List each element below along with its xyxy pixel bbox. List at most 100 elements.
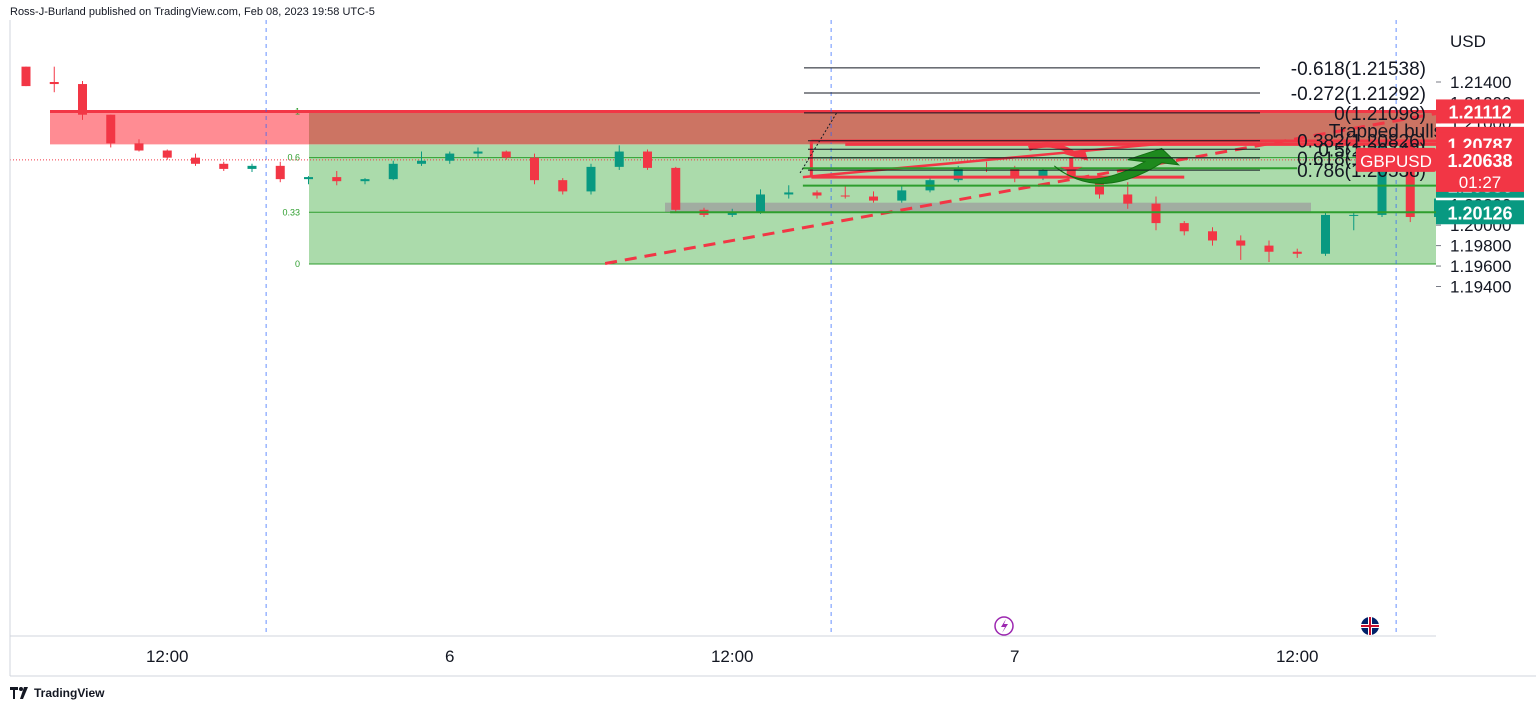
candle [756,189,765,214]
candle [1208,227,1217,246]
countdown-label: 01:27 [1459,173,1502,192]
candle-body [106,114,116,144]
candle-body [1208,231,1217,241]
candle [247,163,257,172]
candle [1292,248,1302,258]
candle-body [388,163,398,180]
lightning-glyph [1001,619,1008,633]
fib-ext-level-label: 0(1.21098) [1334,104,1426,125]
candle [275,161,285,183]
uk-flag-icon[interactable] [1361,617,1379,635]
candle-body [530,157,539,181]
candle [1236,235,1246,260]
candle-body [1405,141,1415,217]
candle-body [501,151,511,158]
candle [812,190,822,199]
down-arrow-head [1059,166,1083,172]
price-badge-label: 1.21112 [1448,102,1511,122]
tradingview-footer[interactable]: TradingView [10,686,104,700]
time-tick-label: 7 [1010,647,1019,666]
candle-body [671,167,681,210]
fib-zone-level-label: 0.33 [282,207,300,217]
candle-body [1123,194,1133,204]
candle [586,163,596,195]
candle [1151,196,1161,231]
rising-support-line [802,141,1171,179]
candle-body [417,160,426,164]
candle-body [1010,168,1020,177]
bearish-curve-arrowhead [1062,151,1089,161]
candle-body [812,192,822,196]
candle [643,149,652,170]
time-tick-label: 6 [445,647,454,666]
candle-body [1434,198,1436,217]
price-badge [1436,200,1524,225]
last-price-label: 1.20638 [1447,151,1512,171]
candle-body [1066,169,1076,177]
candle [78,80,87,120]
supply-zone-left [50,111,309,145]
fib-ext-level-label: -0.272(1.21292) [1291,84,1426,105]
candle-body [78,84,87,115]
candle-body [784,192,794,195]
currency-label: USD [1450,32,1486,51]
candle-body [247,165,257,169]
candle [840,186,850,199]
candle [445,151,455,164]
time-tick-label: 12:00 [146,647,189,666]
candle-body [134,143,144,151]
candle [1179,221,1189,236]
candle-body [897,190,907,201]
price-tick-label: 1.19600 [1450,257,1511,276]
candle-body [1377,141,1387,215]
candle [332,170,342,186]
fib-zone-level-label: 0 [295,259,300,269]
candle-body [1038,169,1048,177]
candle-body [1321,214,1330,254]
candle-body [840,195,850,197]
candle [134,139,144,152]
candle [417,151,426,166]
price-tick-label: 1.19800 [1450,237,1511,256]
candle [388,160,398,181]
supply-zone-right [309,111,1436,145]
candle-body [275,165,285,180]
candle-body [219,163,229,169]
candle [191,153,200,166]
symbol-label: GBPUSD [1360,152,1432,171]
candle [1434,198,1436,217]
candle [219,161,229,171]
candle [1349,212,1359,231]
candle [162,149,172,160]
annotation-text: Trapped bulls [1329,122,1443,143]
fib-zone-level-label: 0.6 [287,153,300,163]
candle-body [332,177,342,182]
candle-body [558,180,568,192]
candle-body [756,194,765,212]
candle [21,66,31,87]
footer-brand: TradingView [34,686,105,700]
event-lightning-icon[interactable] [994,616,1014,636]
tv-logo-icon [10,687,28,699]
candle-body [586,166,596,192]
candle [106,114,116,148]
candle [360,178,370,185]
candle-body [21,66,31,87]
candle [897,186,907,203]
candle-body [953,167,963,181]
candle [869,191,878,203]
symbol-badge [1356,147,1436,172]
candle-body [869,196,878,201]
candle [304,176,313,185]
candle [558,178,568,195]
time-tick-label: 12:00 [1276,647,1319,666]
price-tick-label: 1.19400 [1450,278,1511,297]
candle [1264,240,1274,262]
candle-body [1349,214,1359,216]
candle-body [191,157,200,164]
candle [614,145,624,170]
fib-ext-level-label: -0.618(1.21538) [1291,59,1426,80]
candle [473,147,483,158]
candle-body [445,153,455,161]
